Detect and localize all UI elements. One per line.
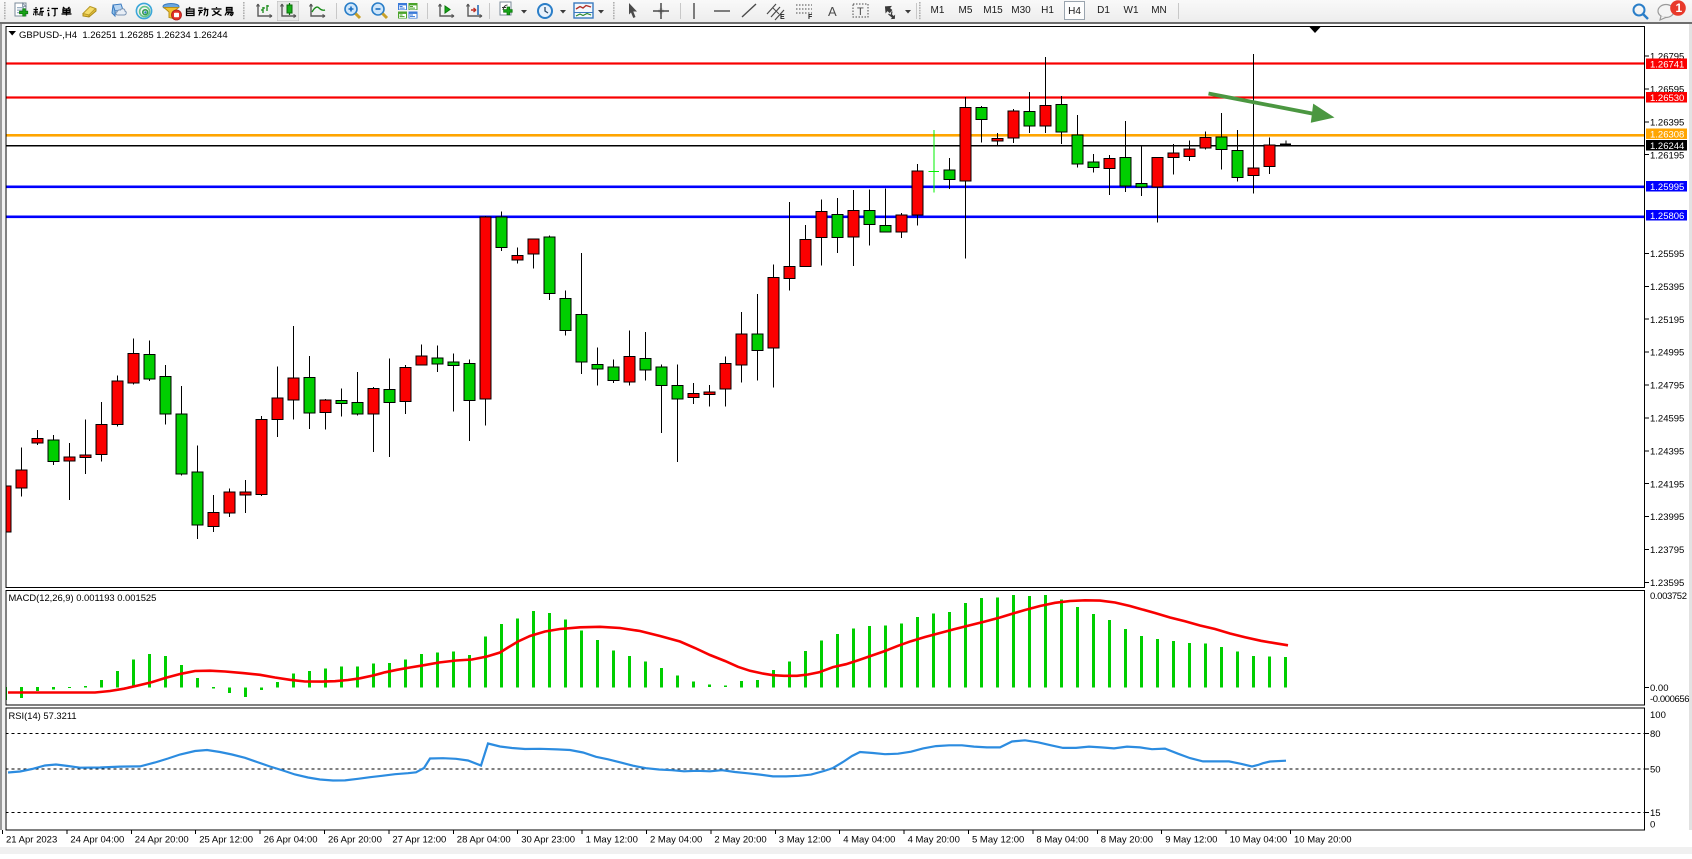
svg-text:1.24195: 1.24195 <box>1650 479 1684 490</box>
svg-text:24 Apr 20:00: 24 Apr 20:00 <box>135 835 189 846</box>
svg-text:5 May 12:00: 5 May 12:00 <box>972 835 1024 846</box>
svg-text:1.24395: 1.24395 <box>1650 446 1684 457</box>
svg-text:28 Apr 04:00: 28 Apr 04:00 <box>457 835 511 846</box>
svg-text:1 May 12:00: 1 May 12:00 <box>586 835 638 846</box>
svg-text:4 May 20:00: 4 May 20:00 <box>908 835 960 846</box>
svg-text:4 May 04:00: 4 May 04:00 <box>843 835 895 846</box>
svg-text:21 Apr 2023: 21 Apr 2023 <box>6 835 57 846</box>
svg-text:1.23795: 1.23795 <box>1650 545 1684 556</box>
svg-text:80: 80 <box>1650 729 1661 740</box>
svg-text:26 Apr 20:00: 26 Apr 20:00 <box>328 835 382 846</box>
svg-text:10 May 04:00: 10 May 04:00 <box>1230 835 1288 846</box>
svg-text:1.26530: 1.26530 <box>1650 93 1684 104</box>
svg-text:1.26308: 1.26308 <box>1650 130 1684 141</box>
svg-text:F: F <box>808 14 813 21</box>
svg-text:RSI(14) 57.3211: RSI(14) 57.3211 <box>9 710 77 721</box>
svg-text:27 Apr 12:00: 27 Apr 12:00 <box>392 835 446 846</box>
svg-text:1.24595: 1.24595 <box>1650 414 1684 425</box>
svg-text:24 Apr 04:00: 24 Apr 04:00 <box>70 835 124 846</box>
svg-text:9 May 12:00: 9 May 12:00 <box>1165 835 1217 846</box>
svg-text:MACD(12,26,9) 0.001193 0.00152: MACD(12,26,9) 0.001193 0.001525 <box>9 592 157 603</box>
svg-text:GBPUSD-,H4 1.26251 1.26285 1.: GBPUSD-,H4 1.26251 1.26285 1.26234 1.262… <box>19 30 228 41</box>
svg-text:1.25995: 1.25995 <box>1650 182 1684 193</box>
svg-text:2 May 04:00: 2 May 04:00 <box>650 835 702 846</box>
svg-text:1.25195: 1.25195 <box>1650 315 1684 326</box>
svg-text:50: 50 <box>1650 765 1661 776</box>
svg-text:3 May 12:00: 3 May 12:00 <box>779 835 831 846</box>
svg-text:A: A <box>828 4 837 19</box>
svg-text:8 May 20:00: 8 May 20:00 <box>1101 835 1153 846</box>
svg-text:E: E <box>780 14 785 21</box>
svg-text:30 Apr 23:00: 30 Apr 23:00 <box>521 835 575 846</box>
svg-text:1.23595: 1.23595 <box>1650 578 1684 589</box>
svg-text:1.26195: 1.26195 <box>1650 150 1684 161</box>
svg-text:1.26795: 1.26795 <box>1650 52 1684 63</box>
svg-text:0: 0 <box>1650 820 1655 831</box>
svg-text:1.23995: 1.23995 <box>1650 512 1684 523</box>
svg-text:10 May 20:00: 10 May 20:00 <box>1294 835 1352 846</box>
svg-text:1.26244: 1.26244 <box>1650 141 1684 152</box>
svg-text:2 May 20:00: 2 May 20:00 <box>714 835 766 846</box>
svg-text:100: 100 <box>1650 710 1666 721</box>
svg-text:0.003752: 0.003752 <box>1650 591 1687 602</box>
svg-text:1.25395: 1.25395 <box>1650 282 1684 293</box>
svg-text:1.26595: 1.26595 <box>1650 85 1684 96</box>
svg-text:1.25806: 1.25806 <box>1650 211 1684 222</box>
svg-text:1: 1 <box>1676 1 1683 15</box>
svg-text:25 Apr 12:00: 25 Apr 12:00 <box>199 835 253 846</box>
svg-text:1.26741: 1.26741 <box>1650 60 1684 71</box>
svg-text:8 May 04:00: 8 May 04:00 <box>1036 835 1088 846</box>
svg-text:1.25595: 1.25595 <box>1650 249 1684 260</box>
svg-text:1.26395: 1.26395 <box>1650 117 1684 128</box>
svg-text:1.24995: 1.24995 <box>1650 348 1684 359</box>
svg-text:0.00: 0.00 <box>1650 683 1669 694</box>
svg-text:15: 15 <box>1650 808 1661 819</box>
svg-text:1.24795: 1.24795 <box>1650 381 1684 392</box>
svg-text:26 Apr 04:00: 26 Apr 04:00 <box>264 835 318 846</box>
svg-text:T: T <box>857 6 864 18</box>
svg-text:-0.000656: -0.000656 <box>1650 694 1690 705</box>
